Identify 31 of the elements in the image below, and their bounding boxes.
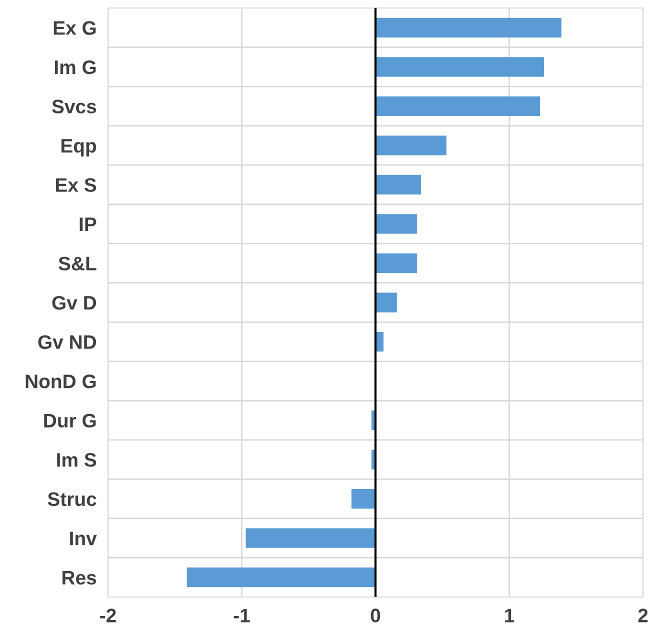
x-tick-label: -2: [100, 608, 116, 622]
y-tick-label: Gv ND: [38, 335, 96, 350]
x-tick-label: 1: [505, 608, 514, 622]
bar: [376, 214, 417, 234]
bar: [376, 18, 562, 38]
y-tick-label: Im G: [54, 60, 96, 74]
y-tick-label: Ex S: [56, 178, 96, 192]
bar: [376, 57, 544, 77]
bar: [376, 136, 446, 156]
x-tick-label: 2: [638, 608, 648, 622]
y-tick-label: S&L: [58, 256, 96, 270]
y-tick-label: IP: [80, 218, 96, 232]
y-tick-label: Struc: [48, 492, 96, 506]
y-tick-label: NonD G: [26, 374, 96, 388]
y-tick-label: Eqp: [61, 139, 96, 157]
y-tick-label: Res: [62, 571, 96, 585]
bar: [376, 174, 421, 195]
bar: [186, 568, 376, 588]
bar: [351, 489, 376, 509]
bar: [376, 96, 540, 116]
x-tick-label: -1: [234, 608, 250, 622]
x-tick-label: 0: [370, 608, 380, 622]
y-tick-label: Dur G: [44, 414, 96, 428]
bar: [376, 292, 397, 312]
y-tick-label: Svcs: [52, 100, 96, 114]
y-tick-label: Ex G: [54, 21, 96, 35]
y-tick-label: Im S: [57, 453, 96, 467]
y-tick-label: Gv D: [52, 296, 96, 310]
bar: [246, 528, 376, 548]
bar: [376, 253, 417, 274]
y-tick-label: Inv: [70, 532, 97, 546]
